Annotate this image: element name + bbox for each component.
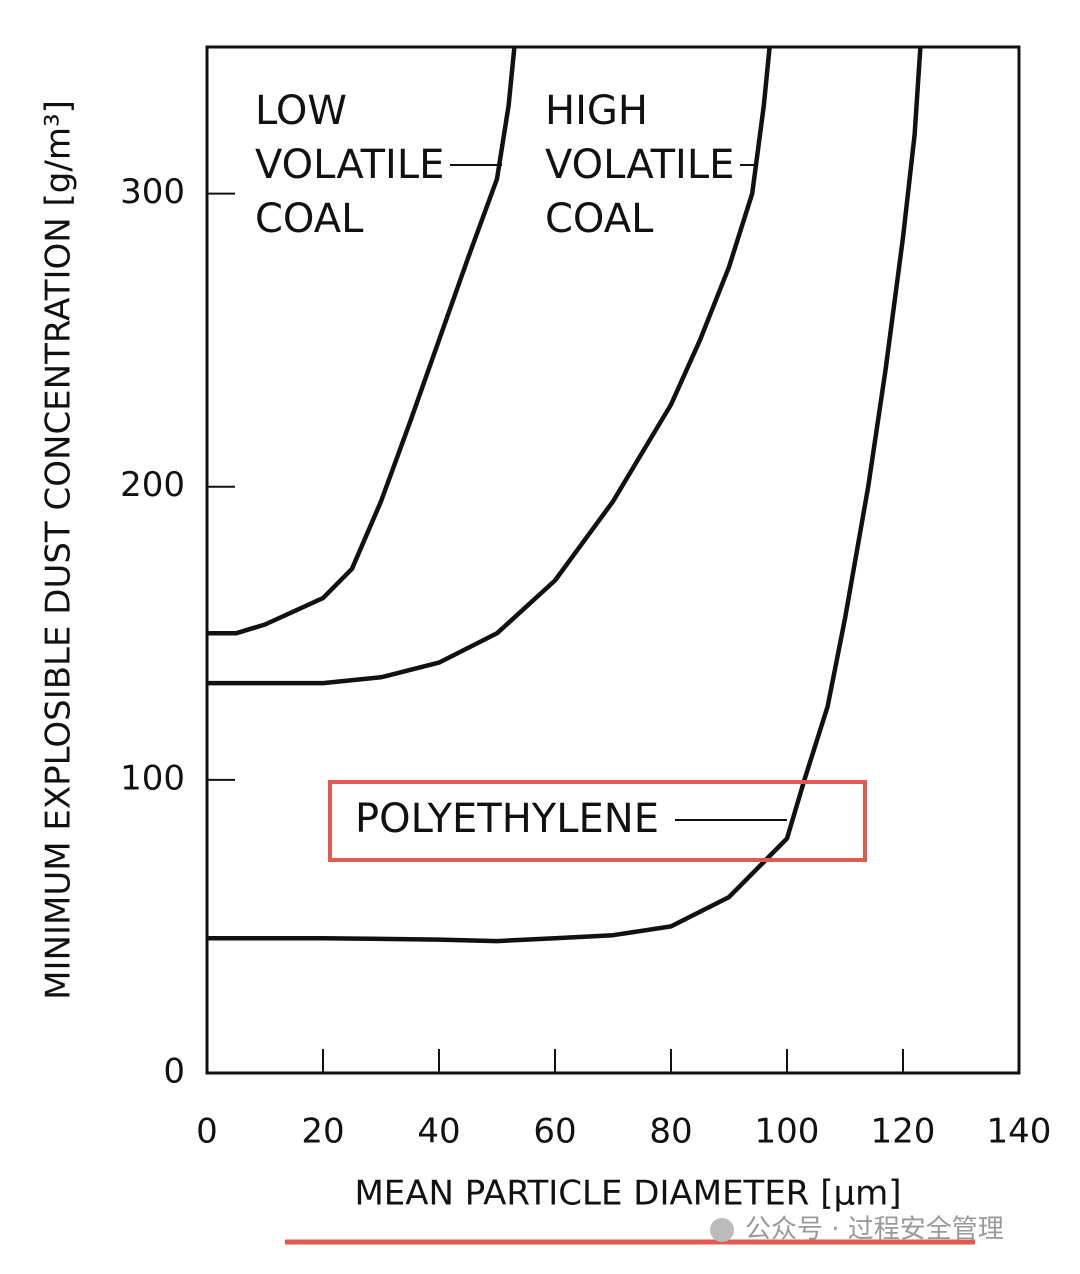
curve-label: VOLATILE — [255, 142, 444, 188]
y-tick-label: 300 — [120, 172, 185, 212]
curve-label: POLYETHYLENE — [355, 796, 659, 842]
curve — [207, 46, 517, 636]
y-tick-label: 100 — [120, 758, 185, 798]
curve — [207, 46, 923, 944]
curve-label: COAL — [545, 196, 654, 242]
x-tick-label: 40 — [417, 1112, 460, 1152]
x-tick-label: 80 — [649, 1112, 692, 1152]
curve — [207, 46, 772, 686]
y-axis-label: MINIMUM EXPLOSIBLE DUST CONCENTRATION [g… — [39, 100, 79, 1000]
y-tick-label: 200 — [120, 465, 185, 505]
y-tick-label: 0 — [163, 1052, 185, 1092]
watermark-text: 公众号 · 过程安全管理 — [745, 1215, 1004, 1245]
plot-frame — [205, 45, 1021, 1075]
x-tick-label: 60 — [533, 1112, 576, 1152]
curve-label: LOW — [255, 88, 347, 134]
curve-label: VOLATILE — [545, 142, 734, 188]
x-axis-label: MEAN PARTICLE DIAMETER [µm] — [354, 1174, 901, 1214]
x-tick-label: 140 — [987, 1112, 1052, 1152]
x-tick-label: 20 — [301, 1112, 344, 1152]
curve-label: HIGH — [545, 88, 648, 134]
watermark: 公众号 · 过程安全管理 — [710, 1215, 1004, 1245]
x-tick-label: 0 — [196, 1112, 218, 1152]
highlight-box — [328, 780, 867, 862]
x-tick-label: 120 — [871, 1112, 936, 1152]
x-tick-label: 100 — [755, 1112, 820, 1152]
curve-label: COAL — [255, 196, 364, 242]
